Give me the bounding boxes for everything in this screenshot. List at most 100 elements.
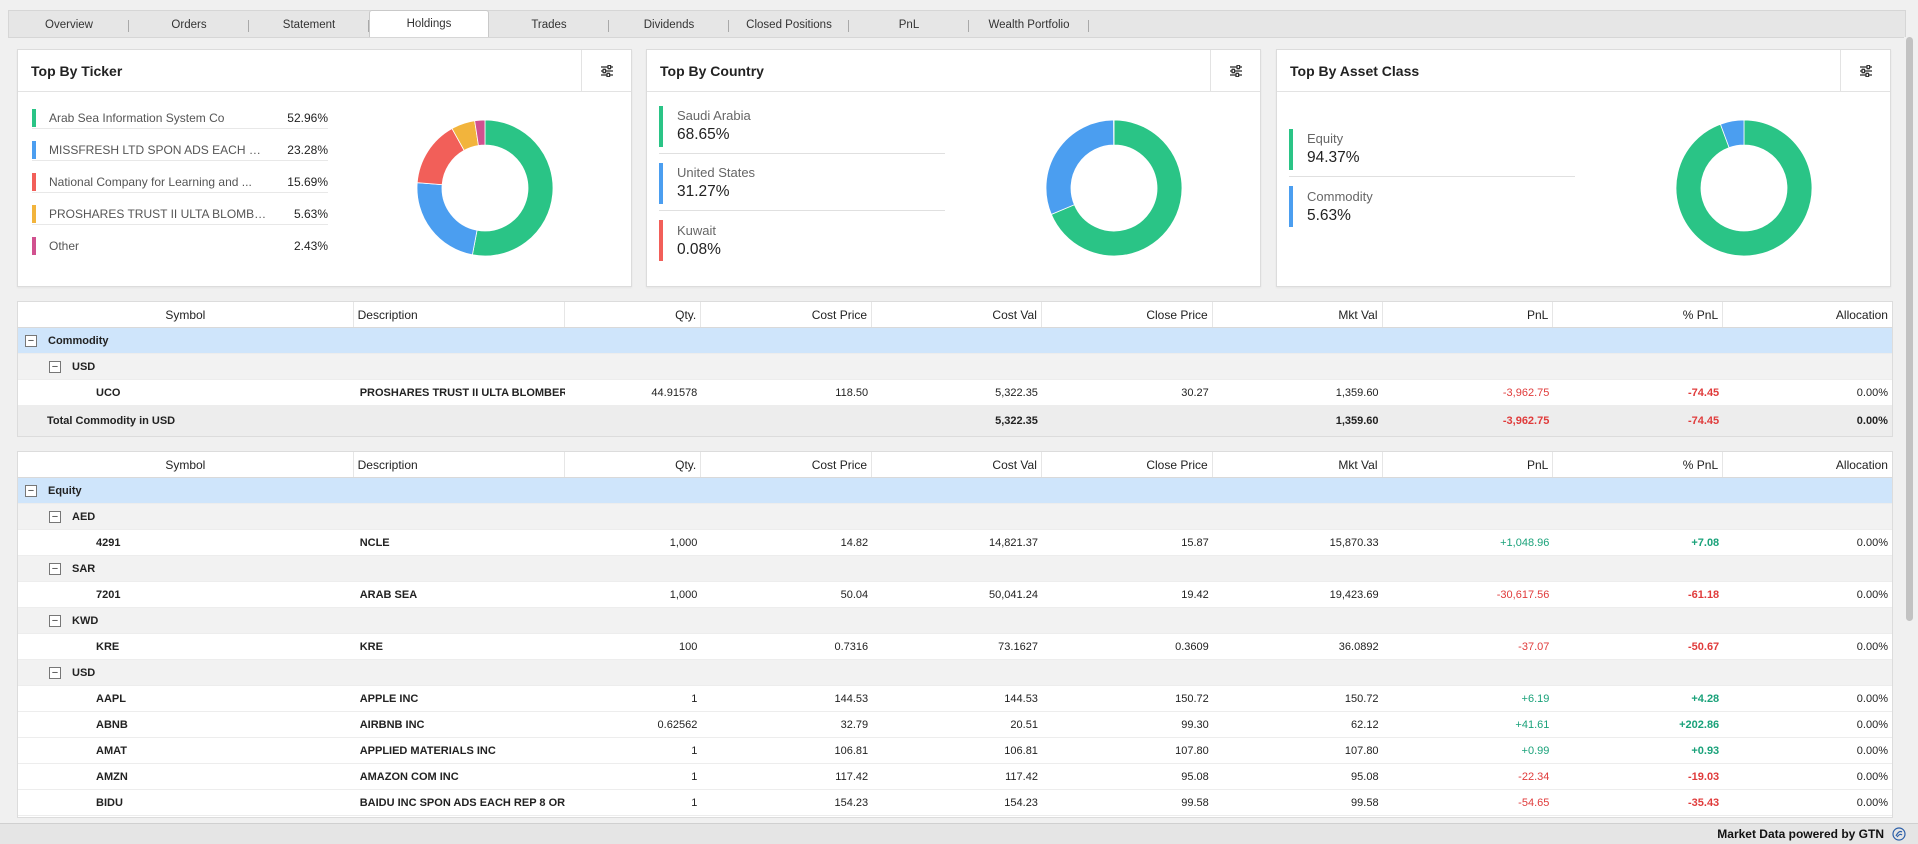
tab-overview[interactable]: Overview — [9, 13, 129, 37]
cell-cost-price: 118.50 — [835, 386, 869, 399]
collapse-toggle-icon[interactable]: − — [49, 614, 61, 627]
currency-group-row-kwd: − KWD — [18, 608, 1892, 634]
column-header-cost-val[interactable]: Cost Val — [872, 452, 1042, 477]
collapse-toggle-icon[interactable]: − — [49, 562, 61, 575]
cell-pnl: +6.19 — [1521, 692, 1550, 705]
cell-symbol: 7201 — [96, 588, 121, 601]
asset-donut-slice[interactable] — [1719, 119, 1745, 149]
legend-swatch — [659, 220, 663, 261]
group-label: Equity — [48, 484, 82, 497]
sliders-icon — [1229, 65, 1242, 77]
country-donut-slice[interactable] — [1050, 119, 1183, 257]
legend-label: Saudi Arabia — [677, 108, 751, 123]
cell-symbol: 4291 — [96, 536, 121, 549]
cell-allocation: 0.00% — [1856, 386, 1888, 399]
cell-symbol: ABNB — [96, 718, 128, 731]
asset-donut-slice[interactable] — [1675, 119, 1813, 257]
legend-label: United States — [677, 165, 756, 180]
collapse-toggle-icon[interactable]: − — [49, 666, 61, 679]
total-cell-cost-val: 5,322.35 — [995, 414, 1038, 427]
column-header-cost-val[interactable]: Cost Val — [872, 302, 1042, 327]
column-header-pct-pnl[interactable]: % PnL — [1553, 302, 1724, 327]
table-row[interactable]: UCO PROSHARES TRUST II ULTA BLOMBER... 44.… — [18, 380, 1892, 406]
column-header-allocation[interactable]: Allocation — [1835, 457, 1888, 472]
currency-group-row-usd: − USD — [18, 354, 1892, 380]
scrollbar-thumb[interactable] — [1906, 37, 1913, 621]
sliders-icon — [1859, 65, 1872, 77]
cell-description: APPLIED MATERIALS INC — [359, 744, 496, 757]
cell-pnl: -37.07 — [1518, 640, 1550, 653]
cell-mkt-val: 1,359.60 — [1335, 386, 1379, 399]
table-row[interactable]: AAPL APPLE INC 1 144.53 144.53 150.72 150.72 +6… — [18, 686, 1892, 712]
cell-description: APPLE INC — [359, 692, 419, 705]
cell-description: PROSHARES TRUST II ULTA BLOMBER... — [359, 386, 566, 399]
legend-label: MISSFRESH LTD SPON ADS EACH RE... — [49, 142, 268, 157]
country-settings-button[interactable] — [1210, 50, 1260, 92]
collapse-toggle-icon[interactable]: − — [25, 484, 37, 497]
table-row[interactable]: 4291 NCLE 1,000 14.82 14,821.37 15.87 15,870.3… — [18, 530, 1892, 556]
currency-group-row-aed: − AED — [18, 504, 1892, 530]
table-header-row: Symbol Description Qty. Cost Price Cost Val C… — [18, 302, 1892, 328]
column-header-allocation[interactable]: Allocation — [1835, 307, 1888, 322]
column-header-cost-price[interactable]: Cost Price — [701, 452, 873, 477]
tab-dividends[interactable]: Dividends — [609, 13, 729, 37]
column-header-qty[interactable]: Qty. — [565, 452, 702, 477]
cell-close-price: 107.80 — [1175, 744, 1209, 757]
column-header-qty[interactable]: Qty. — [565, 302, 702, 327]
total-cell-close-price — [1042, 406, 1213, 435]
tab-pnl[interactable]: PnL — [849, 13, 969, 37]
table-row[interactable]: AMAT APPLIED MATERIALS INC 1 106.81 106.81 10… — [18, 738, 1892, 764]
ticker-settings-button[interactable] — [581, 50, 631, 92]
status-footer: Market Data powered by GTN — [0, 823, 1918, 844]
total-cell-cost-price — [701, 406, 872, 435]
tab-orders[interactable]: Orders — [129, 13, 249, 37]
column-header-cost-price[interactable]: Cost Price — [701, 302, 873, 327]
top-by-ticker-card: Top By Ticker Arab Sea Information Syste… — [17, 49, 632, 287]
table-row[interactable]: KRE KRE 100 0.7316 73.1627 0.3609 36.0892 -37.0… — [18, 634, 1892, 660]
cell-pct-pnl: -74.45 — [1687, 386, 1720, 399]
cell-symbol: BIDU — [96, 796, 123, 809]
column-header-close-price[interactable]: Close Price — [1042, 302, 1213, 327]
table-row[interactable]: ABNB AIRBNB INC 0.62562 32.79 20.51 99.30 62.1… — [18, 712, 1892, 738]
ticker-donut-slice[interactable] — [474, 119, 486, 146]
legend-value: 94.37% — [1307, 149, 1360, 166]
column-header-symbol[interactable]: Symbol — [18, 452, 354, 477]
collapse-toggle-icon[interactable]: − — [49, 360, 61, 373]
cell-pct-pnl: +7.08 — [1691, 536, 1720, 549]
column-header-description[interactable]: Description — [354, 452, 566, 477]
table-row[interactable]: 7201 ARAB SEA 1,000 50.04 50,041.24 19.42 19,4… — [18, 582, 1892, 608]
column-header-mkt-val[interactable]: Mkt Val — [1213, 452, 1383, 477]
ticker-donut-slice[interactable] — [416, 182, 478, 256]
asset-class-settings-button[interactable] — [1840, 50, 1890, 92]
tab-holdings[interactable]: Holdings — [369, 10, 489, 37]
table-row[interactable]: AMZN AMAZON COM INC 1 117.42 117.42 95.08 95.0… — [18, 764, 1892, 790]
column-header-pnl[interactable]: PnL — [1383, 302, 1554, 327]
column-header-pnl[interactable]: PnL — [1383, 452, 1554, 477]
collapse-toggle-icon[interactable]: − — [25, 334, 37, 347]
legend-label: Kuwait — [677, 222, 717, 238]
cell-close-price: 95.08 — [1181, 770, 1209, 783]
tab-closed-positions[interactable]: Closed Positions — [729, 13, 849, 37]
cell-cost-val: 14,821.37 — [989, 536, 1038, 549]
table-row[interactable]: BIDU BAIDU INC SPON ADS EACH REP 8 OR... 1… — [18, 790, 1892, 816]
top-by-asset-class-card: Top By Asset Class Equity 94.37% Commodity… — [1276, 49, 1891, 287]
tab-trades[interactable]: Trades — [489, 13, 609, 37]
legend-swatch — [32, 172, 36, 191]
cell-qty: 100 — [678, 640, 698, 653]
cell-mkt-val: 15,870.33 — [1329, 536, 1379, 549]
country-donut-slice[interactable] — [1045, 119, 1115, 215]
column-header-symbol[interactable]: Symbol — [18, 302, 354, 327]
collapse-toggle-icon[interactable]: − — [49, 510, 61, 523]
column-header-pct-pnl[interactable]: % PnL — [1553, 452, 1724, 477]
column-header-mkt-val[interactable]: Mkt Val — [1213, 302, 1383, 327]
tab-wealth-portfolio[interactable]: Wealth Portfolio — [969, 13, 1089, 37]
ticker-donut-slice[interactable] — [471, 119, 554, 257]
column-header-description[interactable]: Description — [354, 302, 566, 327]
cell-cost-price: 117.42 — [835, 770, 869, 783]
column-header-close-price[interactable]: Close Price — [1042, 452, 1213, 477]
page-scrollbar[interactable] — [1904, 37, 1915, 819]
cell-pnl: +1,048.96 — [1500, 536, 1550, 549]
cell-allocation: 0.00% — [1856, 718, 1888, 731]
cell-allocation: 0.00% — [1856, 770, 1888, 783]
tab-statement[interactable]: Statement — [249, 13, 369, 37]
